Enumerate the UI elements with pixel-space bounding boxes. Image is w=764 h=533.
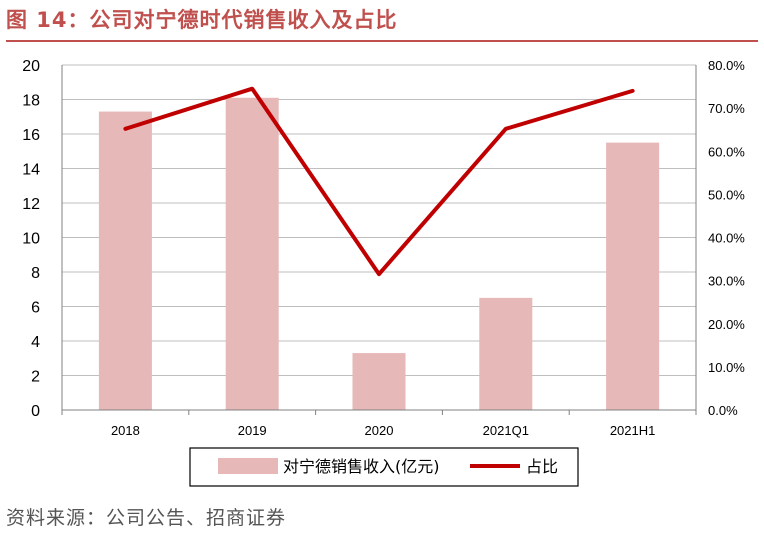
left-tick-label: 0: [31, 403, 40, 420]
line-point: [124, 128, 126, 130]
right-tick-label: 30.0%: [708, 274, 745, 289]
line-point: [505, 128, 507, 130]
x-tick-label: 2020: [365, 423, 394, 438]
x-tick-label: 2018: [111, 423, 140, 438]
left-tick-label: 20: [22, 58, 40, 75]
left-tick-label: 4: [31, 334, 40, 351]
legend-swatch-bar: [218, 458, 278, 474]
axes: [61, 65, 697, 415]
line-series: [123, 86, 635, 277]
source-note: 资料来源：公司公告、招商证券: [6, 507, 287, 529]
x-tick-label: 2021H1: [610, 423, 656, 438]
right-tick-label: 40.0%: [708, 231, 745, 246]
line-point: [251, 88, 253, 90]
left-tick-label: 16: [22, 127, 40, 144]
right-tick-label: 80.0%: [708, 58, 745, 73]
bar: [98, 111, 152, 410]
right-tick-label: 70.0%: [708, 101, 745, 116]
bar: [225, 97, 279, 411]
left-tick-label: 10: [22, 231, 40, 248]
line-point: [632, 90, 634, 92]
gridlines: [62, 64, 696, 376]
x-tick-label: 2021Q1: [483, 423, 529, 438]
left-tick-label: 2: [31, 369, 40, 386]
bar: [352, 353, 406, 410]
left-axis-ticks: 0 2 4 6 8 10 12 14 16 18 20: [22, 58, 40, 420]
right-tick-label: 60.0%: [708, 144, 745, 159]
left-tick-label: 12: [22, 196, 40, 213]
right-tick-label: 10.0%: [708, 360, 745, 375]
chart: 0 2 4 6 8 10 12 14 16 18 20 0.0% 10.0% 20.0% 30.0% 40.…: [22, 58, 745, 487]
left-tick-label: 8: [31, 265, 40, 282]
right-tick-label: 20.0%: [708, 317, 745, 332]
bar: [606, 142, 660, 410]
share-line: [123, 86, 635, 277]
right-axis-ticks: 0.0% 10.0% 20.0% 30.0% 40.0% 50.0% 60.0% 70.0% 8…: [708, 58, 745, 418]
bar-series: [98, 97, 660, 411]
legend-label-bar: 对宁德销售收入(亿元): [283, 457, 440, 476]
right-tick-label: 50.0%: [708, 187, 745, 202]
x-tick-label: 2019: [238, 423, 267, 438]
bar: [479, 297, 533, 410]
title-divider: [6, 40, 758, 42]
left-tick-label: 18: [22, 93, 40, 110]
chart-title: 图 14：公司对宁德时代销售收入及占比: [6, 8, 398, 32]
left-tick-label: 6: [31, 300, 40, 317]
right-tick-label: 0.0%: [708, 403, 738, 418]
legend: 对宁德销售收入(亿元) 占比: [189, 447, 579, 487]
legend-label-line: 占比: [526, 457, 558, 476]
x-axis-ticks: 2018 2019 2020 2021Q1 2021H1: [111, 423, 655, 438]
left-tick-label: 14: [22, 162, 40, 179]
line-point: [378, 273, 380, 275]
